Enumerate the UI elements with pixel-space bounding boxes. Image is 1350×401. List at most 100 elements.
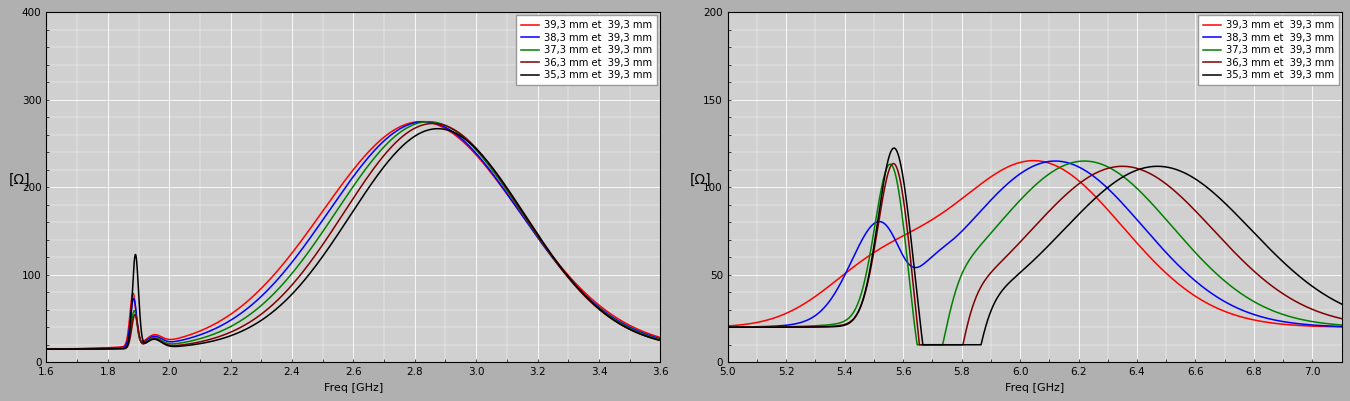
- 36,3 mm et  39,3 mm: [1011, 240, 1027, 245]
- 38,3 mm et  39,3 mm: [633, 330, 649, 335]
- 36,3 mm et  39,3 mm: [1315, 311, 1331, 316]
- 39,3 mm et  39,3 mm: [603, 312, 620, 317]
- 38,3 mm et  39,3 mm: [1011, 172, 1027, 177]
- X-axis label: Freq [GHz]: Freq [GHz]: [1004, 383, 1064, 393]
- 38,3 mm et  39,3 mm: [1334, 324, 1350, 329]
- 38,3 mm et  39,3 mm: [652, 336, 668, 341]
- 36,3 mm et  39,3 mm: [886, 161, 902, 166]
- 38,3 mm et  39,3 mm: [329, 195, 346, 200]
- 35,3 mm et  39,3 mm: [329, 231, 346, 236]
- 36,3 mm et  39,3 mm: [425, 121, 441, 126]
- 38,3 mm et  39,3 mm: [301, 237, 317, 241]
- 36,3 mm et  39,3 mm: [652, 338, 668, 343]
- 37,3 mm et  39,3 mm: [909, 342, 925, 347]
- Line: 38,3 mm et  39,3 mm: 38,3 mm et 39,3 mm: [728, 161, 1342, 327]
- 36,3 mm et  39,3 mm: [1166, 188, 1183, 193]
- 35,3 mm et  39,3 mm: [977, 323, 994, 328]
- 38,3 mm et  39,3 mm: [296, 243, 312, 248]
- 36,3 mm et  39,3 mm: [633, 332, 649, 337]
- 37,3 mm et  39,3 mm: [983, 231, 999, 236]
- 36,3 mm et  39,3 mm: [301, 261, 317, 266]
- 37,3 mm et  39,3 mm: [633, 331, 649, 336]
- 37,3 mm et  39,3 mm: [1166, 226, 1183, 231]
- 39,3 mm et  39,3 mm: [652, 335, 668, 340]
- 38,3 mm et  39,3 mm: [720, 325, 736, 330]
- 35,3 mm et  39,3 mm: [652, 338, 668, 343]
- Line: 36,3 mm et  39,3 mm: 36,3 mm et 39,3 mm: [728, 164, 1342, 345]
- Legend: 39,3 mm et  39,3 mm, 38,3 mm et  39,3 mm, 37,3 mm et  39,3 mm, 36,3 mm et  39,3 : 39,3 mm et 39,3 mm, 38,3 mm et 39,3 mm, …: [516, 15, 657, 85]
- 35,3 mm et  39,3 mm: [429, 126, 446, 131]
- 35,3 mm et  39,3 mm: [603, 316, 620, 320]
- Line: 37,3 mm et  39,3 mm: 37,3 mm et 39,3 mm: [46, 122, 660, 349]
- 35,3 mm et  39,3 mm: [720, 325, 736, 330]
- 37,3 mm et  39,3 mm: [296, 255, 312, 260]
- 39,3 mm et  39,3 mm: [1011, 160, 1027, 165]
- 36,3 mm et  39,3 mm: [1284, 297, 1300, 302]
- Line: 39,3 mm et  39,3 mm: 39,3 mm et 39,3 mm: [46, 122, 660, 349]
- 39,3 mm et  39,3 mm: [1284, 323, 1300, 328]
- 37,3 mm et  39,3 mm: [1315, 321, 1331, 326]
- 35,3 mm et  39,3 mm: [301, 272, 317, 277]
- 38,3 mm et  39,3 mm: [1315, 323, 1331, 328]
- 39,3 mm et  39,3 mm: [633, 328, 649, 333]
- 38,3 mm et  39,3 mm: [983, 198, 999, 203]
- 36,3 mm et  39,3 mm: [603, 316, 620, 321]
- 36,3 mm et  39,3 mm: [983, 270, 999, 275]
- 35,3 mm et  39,3 mm: [886, 146, 902, 150]
- 37,3 mm et  39,3 mm: [652, 337, 668, 342]
- 35,3 mm et  39,3 mm: [296, 278, 312, 283]
- 39,3 mm et  39,3 mm: [720, 324, 736, 328]
- Line: 37,3 mm et  39,3 mm: 37,3 mm et 39,3 mm: [728, 161, 1342, 345]
- 35,3 mm et  39,3 mm: [1011, 271, 1027, 275]
- 37,3 mm et  39,3 mm: [1284, 315, 1300, 320]
- 36,3 mm et  39,3 mm: [329, 219, 346, 224]
- 36,3 mm et  39,3 mm: [720, 325, 736, 330]
- 37,3 mm et  39,3 mm: [603, 315, 620, 320]
- 35,3 mm et  39,3 mm: [1334, 302, 1350, 306]
- 35,3 mm et  39,3 mm: [633, 332, 649, 337]
- 37,3 mm et  39,3 mm: [485, 168, 501, 173]
- 39,3 mm et  39,3 mm: [296, 234, 312, 239]
- 38,3 mm et  39,3 mm: [38, 346, 54, 351]
- 39,3 mm et  39,3 mm: [1026, 158, 1042, 163]
- 35,3 mm et  39,3 mm: [915, 342, 931, 347]
- 38,3 mm et  39,3 mm: [977, 203, 994, 208]
- 37,3 mm et  39,3 mm: [720, 325, 736, 330]
- 37,3 mm et  39,3 mm: [329, 207, 346, 211]
- X-axis label: Freq [GHz]: Freq [GHz]: [324, 383, 383, 393]
- 38,3 mm et  39,3 mm: [485, 171, 501, 176]
- Y-axis label: [Ω]: [Ω]: [8, 173, 30, 187]
- 35,3 mm et  39,3 mm: [38, 347, 54, 352]
- 35,3 mm et  39,3 mm: [1315, 291, 1331, 296]
- Line: 35,3 mm et  39,3 mm: 35,3 mm et 39,3 mm: [46, 129, 660, 349]
- 37,3 mm et  39,3 mm: [420, 119, 436, 124]
- 36,3 mm et  39,3 mm: [977, 276, 994, 281]
- 36,3 mm et  39,3 mm: [485, 166, 501, 171]
- Line: 35,3 mm et  39,3 mm: 35,3 mm et 39,3 mm: [728, 148, 1342, 345]
- 35,3 mm et  39,3 mm: [1284, 268, 1300, 273]
- 37,3 mm et  39,3 mm: [1334, 322, 1350, 327]
- 39,3 mm et  39,3 mm: [1166, 277, 1183, 282]
- 36,3 mm et  39,3 mm: [38, 347, 54, 352]
- 37,3 mm et  39,3 mm: [38, 347, 54, 352]
- 37,3 mm et  39,3 mm: [1011, 198, 1027, 203]
- Y-axis label: [Ω]: [Ω]: [690, 173, 711, 187]
- 35,3 mm et  39,3 mm: [983, 309, 999, 314]
- 37,3 mm et  39,3 mm: [1076, 159, 1092, 164]
- Line: 36,3 mm et  39,3 mm: 36,3 mm et 39,3 mm: [46, 124, 660, 349]
- 37,3 mm et  39,3 mm: [977, 237, 994, 241]
- 38,3 mm et  39,3 mm: [416, 119, 432, 124]
- 39,3 mm et  39,3 mm: [1315, 324, 1331, 329]
- 35,3 mm et  39,3 mm: [1166, 166, 1183, 171]
- Line: 38,3 mm et  39,3 mm: 38,3 mm et 39,3 mm: [46, 122, 660, 349]
- 39,3 mm et  39,3 mm: [1334, 324, 1350, 329]
- Line: 39,3 mm et  39,3 mm: 39,3 mm et 39,3 mm: [728, 161, 1342, 327]
- 39,3 mm et  39,3 mm: [329, 187, 346, 192]
- 36,3 mm et  39,3 mm: [1334, 316, 1350, 321]
- 36,3 mm et  39,3 mm: [296, 267, 312, 272]
- 39,3 mm et  39,3 mm: [413, 119, 429, 124]
- 39,3 mm et  39,3 mm: [38, 346, 54, 351]
- 39,3 mm et  39,3 mm: [977, 178, 994, 183]
- 39,3 mm et  39,3 mm: [301, 227, 317, 232]
- Legend: 39,3 mm et  39,3 mm, 38,3 mm et  39,3 mm, 37,3 mm et  39,3 mm, 36,3 mm et  39,3 : 39,3 mm et 39,3 mm, 38,3 mm et 39,3 mm, …: [1197, 15, 1339, 85]
